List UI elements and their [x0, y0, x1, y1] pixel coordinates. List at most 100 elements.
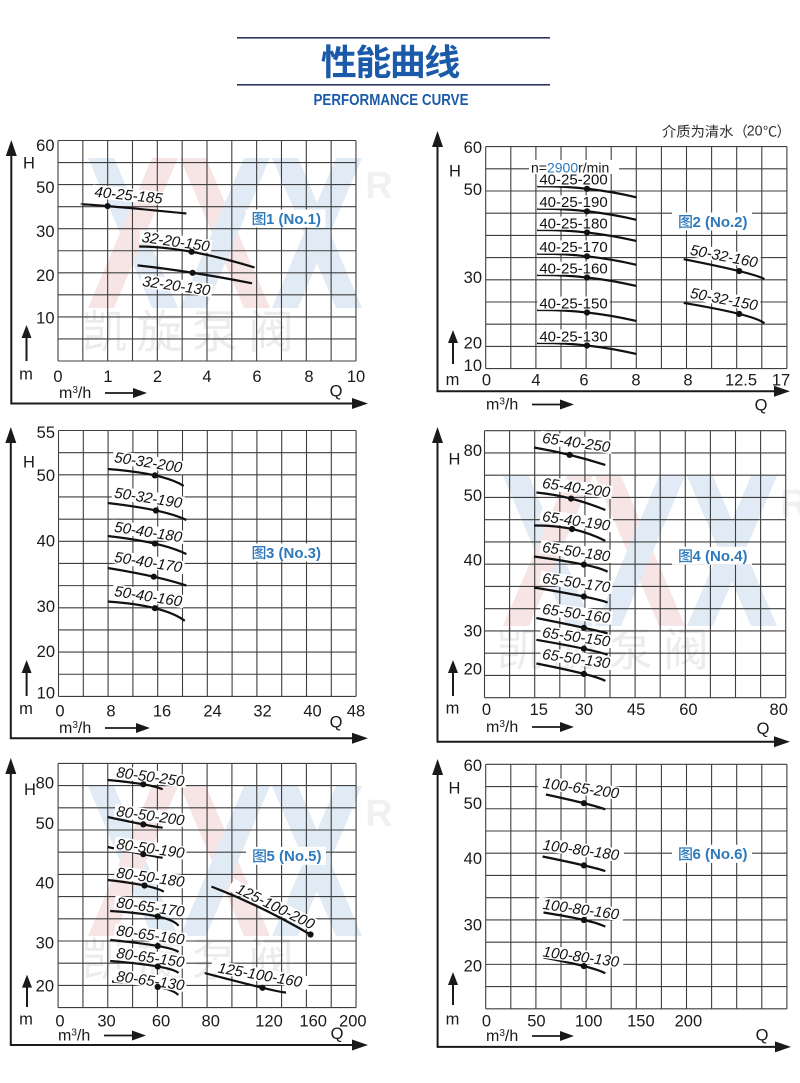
svg-text:2 (No.2): 2 (No.2): [692, 214, 747, 231]
svg-text:45: 45: [627, 701, 645, 719]
svg-text:H: H: [449, 780, 461, 798]
svg-text:2: 2: [153, 368, 162, 386]
svg-text:40: 40: [303, 703, 321, 721]
svg-text:40: 40: [464, 850, 482, 868]
svg-text:40-25-200: 40-25-200: [539, 172, 607, 189]
svg-text:0: 0: [55, 1013, 64, 1031]
svg-text:50: 50: [37, 467, 55, 485]
svg-text:50: 50: [464, 181, 482, 199]
svg-text:40-25-190: 40-25-190: [539, 194, 607, 211]
svg-text:30: 30: [37, 598, 55, 616]
svg-text:40-25-130: 40-25-130: [539, 328, 607, 345]
svg-text:60: 60: [679, 701, 697, 719]
svg-text:4: 4: [531, 372, 540, 390]
svg-text:40: 40: [36, 874, 54, 892]
svg-text:60: 60: [36, 137, 54, 155]
svg-text:8: 8: [631, 372, 640, 390]
svg-text:R: R: [365, 793, 392, 835]
svg-text:m3/h: m3/h: [58, 1028, 90, 1045]
svg-text:20: 20: [464, 661, 482, 679]
svg-text:0: 0: [482, 701, 491, 719]
svg-text:Q: Q: [757, 720, 770, 738]
svg-text:40-25-170: 40-25-170: [539, 239, 607, 256]
svg-text:PERFORMANCE CURVE: PERFORMANCE CURVE: [314, 92, 469, 109]
svg-text:50: 50: [36, 179, 54, 197]
svg-text:200: 200: [339, 1013, 367, 1031]
svg-text:20: 20: [36, 267, 54, 285]
svg-text:80: 80: [464, 442, 482, 460]
svg-text:m: m: [19, 366, 33, 384]
svg-text:H: H: [449, 163, 461, 181]
svg-text:30: 30: [464, 623, 482, 641]
svg-text:m3/h: m3/h: [59, 385, 91, 402]
svg-text:3 (No.3): 3 (No.3): [266, 545, 321, 562]
svg-text:20: 20: [747, 123, 763, 139]
svg-text:55: 55: [37, 424, 55, 442]
svg-text:80: 80: [36, 775, 54, 793]
svg-text:H: H: [23, 155, 35, 173]
svg-text:60: 60: [464, 139, 482, 157]
svg-text:20: 20: [37, 643, 55, 661]
svg-text:30: 30: [36, 223, 54, 241]
svg-text:1: 1: [103, 368, 112, 386]
svg-text:160: 160: [299, 1013, 327, 1031]
svg-text:40-25-180: 40-25-180: [539, 215, 607, 232]
svg-text:Q: Q: [330, 714, 343, 732]
svg-text:Q: Q: [331, 1025, 344, 1043]
svg-text:8: 8: [683, 372, 692, 390]
svg-text:0: 0: [482, 1012, 491, 1030]
svg-text:40: 40: [464, 552, 482, 570]
svg-text:n=2900r/min: n=2900r/min: [531, 160, 609, 176]
svg-text:m3/h: m3/h: [59, 720, 91, 737]
svg-text:m: m: [446, 700, 460, 718]
svg-text:150: 150: [627, 1012, 655, 1030]
svg-text:Q: Q: [756, 1027, 769, 1045]
svg-text:6: 6: [579, 372, 588, 390]
svg-text:40: 40: [37, 533, 55, 551]
svg-text:4: 4: [202, 368, 211, 386]
svg-text:50: 50: [464, 795, 482, 813]
svg-text:m3/h: m3/h: [486, 1028, 518, 1045]
svg-text:16: 16: [153, 703, 171, 721]
svg-text:50: 50: [464, 487, 482, 505]
svg-text:30: 30: [464, 916, 482, 934]
svg-text:0: 0: [53, 368, 62, 386]
svg-text:60: 60: [152, 1013, 170, 1031]
svg-text:50: 50: [36, 815, 54, 833]
svg-text:4 (No.4): 4 (No.4): [692, 548, 747, 565]
svg-text:24: 24: [203, 703, 221, 721]
svg-text:50: 50: [527, 1012, 545, 1030]
svg-text:8: 8: [106, 703, 115, 721]
svg-text:120: 120: [255, 1013, 283, 1031]
svg-text:48: 48: [347, 703, 365, 721]
svg-text:32: 32: [253, 703, 271, 721]
svg-text:H: H: [449, 451, 461, 469]
svg-text:6: 6: [252, 368, 261, 386]
svg-text:20: 20: [464, 335, 482, 353]
svg-text:m3/h: m3/h: [486, 719, 518, 736]
svg-text:30: 30: [575, 701, 593, 719]
svg-text:1 (No.1): 1 (No.1): [266, 211, 321, 228]
svg-text:20: 20: [464, 958, 482, 976]
svg-text:30: 30: [464, 269, 482, 287]
svg-text:m: m: [446, 371, 460, 389]
svg-text:m3/h: m3/h: [486, 397, 518, 414]
svg-text:200: 200: [675, 1012, 703, 1030]
svg-text:80: 80: [202, 1013, 220, 1031]
svg-text:12.5: 12.5: [725, 372, 757, 390]
svg-text:8: 8: [304, 368, 313, 386]
svg-text:80: 80: [770, 701, 788, 719]
svg-text:m: m: [446, 1011, 460, 1029]
svg-text:H: H: [23, 454, 35, 472]
svg-text:40-25-160: 40-25-160: [539, 260, 607, 277]
svg-text:0: 0: [55, 703, 64, 721]
svg-text:m: m: [19, 700, 33, 718]
svg-text:10: 10: [37, 685, 55, 703]
svg-text:100: 100: [575, 1012, 603, 1030]
svg-text:6 (No.6): 6 (No.6): [692, 846, 747, 863]
svg-text:Q: Q: [755, 397, 768, 415]
svg-text:R: R: [365, 165, 392, 207]
svg-text:40-25-150: 40-25-150: [539, 295, 607, 312]
svg-text:60: 60: [464, 757, 482, 775]
svg-text:30: 30: [36, 935, 54, 953]
